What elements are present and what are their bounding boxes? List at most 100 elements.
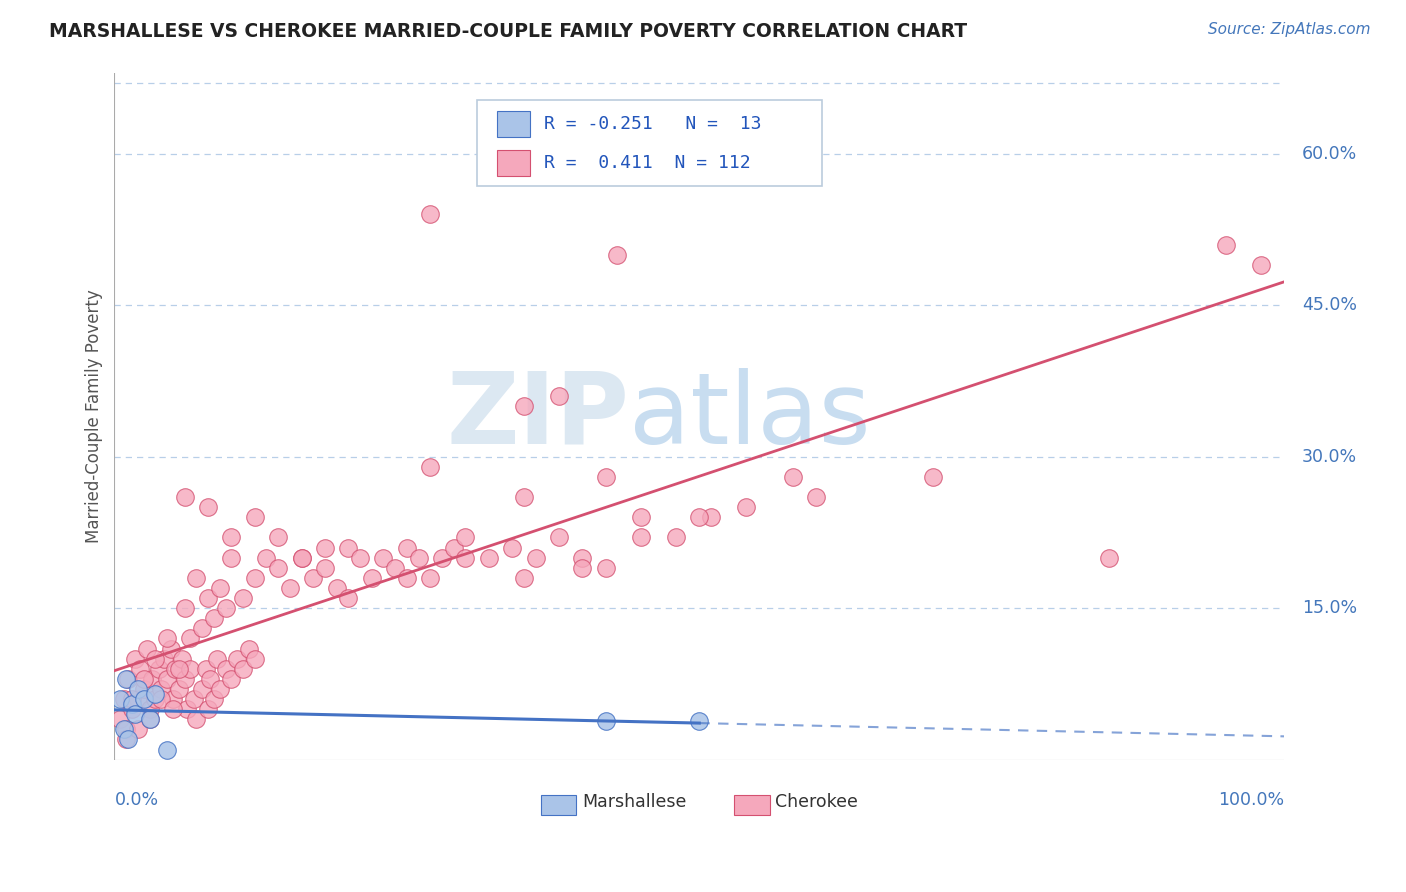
Point (688, 510, 710, 524)
Point (124, 707, 146, 722)
Point (408, 550, 430, 565)
Point (132, 672, 155, 686)
Point (194, 662, 217, 676)
Point (290, 550, 312, 565)
Point (173, 672, 195, 686)
Point (138, 712, 160, 726)
Point (419, 207, 441, 221)
Point (143, 687, 166, 701)
Point (117, 732, 139, 747)
Text: 100.0%: 100.0% (1218, 790, 1284, 808)
Point (214, 662, 236, 676)
Point (121, 702, 143, 716)
Point (1250, 258, 1272, 272)
Point (173, 601, 195, 615)
Point (373, 550, 395, 565)
Point (337, 591, 360, 605)
Point (110, 712, 132, 726)
Point (606, 248, 628, 262)
Point (167, 681, 190, 696)
Point (360, 571, 382, 585)
Text: 15.0%: 15.0% (1302, 599, 1357, 617)
Point (548, 531, 571, 545)
Point (735, 500, 758, 515)
Point (132, 681, 155, 696)
Point (571, 561, 593, 575)
Point (156, 672, 179, 686)
Point (513, 490, 536, 504)
Text: Cherokee: Cherokee (775, 793, 858, 811)
Point (179, 632, 201, 646)
Point (314, 541, 336, 555)
Point (173, 490, 195, 504)
Point (337, 541, 360, 555)
Point (197, 702, 219, 716)
Point (136, 641, 159, 656)
FancyBboxPatch shape (477, 101, 823, 186)
Point (143, 651, 166, 665)
Point (202, 611, 225, 625)
Point (127, 723, 149, 737)
Point (395, 571, 418, 585)
Text: ZIP: ZIP (446, 368, 628, 465)
FancyBboxPatch shape (734, 796, 769, 814)
Point (162, 692, 184, 706)
Point (191, 621, 214, 635)
Point (256, 550, 278, 565)
Point (159, 641, 181, 656)
Point (150, 681, 173, 696)
Point (595, 561, 617, 575)
Point (454, 550, 477, 565)
Point (232, 662, 254, 676)
Point (138, 712, 160, 726)
Text: R =  0.411  N = 112: R = 0.411 N = 112 (544, 154, 751, 172)
Point (243, 571, 266, 585)
Point (167, 662, 190, 676)
Point (325, 581, 347, 595)
Point (115, 723, 138, 737)
Point (1215, 237, 1237, 252)
Point (384, 561, 406, 575)
Point (688, 714, 710, 729)
Point (395, 541, 418, 555)
Text: 30.0%: 30.0% (1302, 448, 1357, 466)
Point (238, 641, 260, 656)
Point (290, 550, 312, 565)
Point (302, 571, 325, 585)
Point (243, 651, 266, 665)
Point (112, 723, 135, 737)
Point (148, 662, 170, 676)
Text: atlas: atlas (628, 368, 870, 465)
Point (430, 550, 453, 565)
Point (443, 541, 465, 555)
Point (922, 470, 945, 484)
Point (478, 550, 501, 565)
Point (202, 692, 225, 706)
Y-axis label: Married-Couple Family Poverty: Married-Couple Family Poverty (86, 289, 103, 543)
Point (221, 531, 243, 545)
Point (221, 672, 243, 686)
Point (115, 732, 138, 747)
Point (454, 531, 477, 545)
Point (207, 651, 229, 665)
Point (524, 550, 547, 565)
Point (221, 550, 243, 565)
Point (138, 702, 160, 716)
Point (226, 651, 249, 665)
FancyBboxPatch shape (496, 111, 530, 136)
Point (143, 692, 166, 706)
Text: Source: ZipAtlas.com: Source: ZipAtlas.com (1208, 22, 1371, 37)
Point (117, 672, 139, 686)
FancyBboxPatch shape (496, 150, 530, 176)
Point (267, 531, 290, 545)
Point (186, 571, 208, 585)
Point (208, 581, 231, 595)
Text: 45.0%: 45.0% (1302, 296, 1357, 314)
Point (165, 662, 187, 676)
Text: 0.0%: 0.0% (114, 790, 159, 808)
Point (156, 742, 179, 756)
Point (172, 651, 194, 665)
Text: Marshallese: Marshallese (582, 793, 686, 811)
Point (665, 531, 688, 545)
Text: MARSHALLESE VS CHEROKEE MARRIED-COUPLE FAMILY POVERTY CORRELATION CHART: MARSHALLESE VS CHEROKEE MARRIED-COUPLE F… (49, 22, 967, 41)
